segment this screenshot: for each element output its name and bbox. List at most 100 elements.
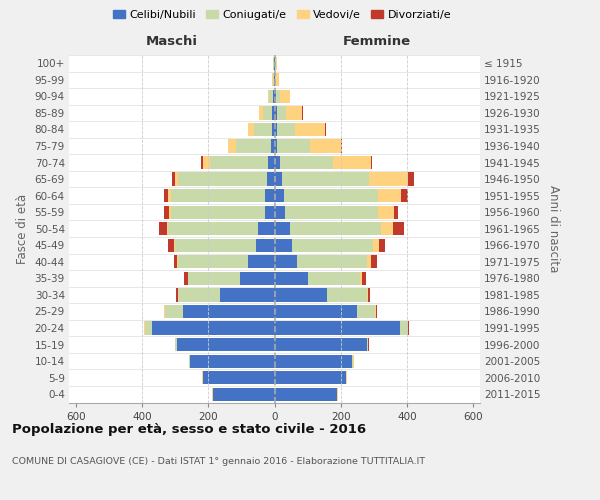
Bar	[408, 322, 409, 334]
Bar	[367, 288, 368, 302]
Bar	[268, 90, 269, 103]
Bar	[308, 272, 360, 285]
Bar	[275, 371, 346, 384]
Bar	[203, 371, 275, 384]
Bar	[256, 238, 275, 252]
Bar	[178, 288, 220, 302]
Bar	[367, 255, 371, 268]
Bar	[210, 156, 268, 169]
Bar	[254, 123, 272, 136]
Bar	[325, 123, 326, 136]
Bar	[276, 56, 277, 70]
Bar	[378, 189, 401, 202]
Bar	[267, 172, 275, 186]
Bar	[277, 123, 295, 136]
Bar	[275, 56, 276, 70]
Bar	[274, 73, 275, 86]
Bar	[275, 206, 285, 219]
Bar	[213, 388, 275, 401]
Bar	[176, 288, 178, 302]
Bar	[408, 172, 414, 186]
Bar	[295, 123, 325, 136]
Bar	[275, 288, 327, 302]
Bar	[275, 338, 367, 351]
Bar	[310, 140, 341, 152]
Bar	[286, 106, 302, 120]
Bar	[169, 206, 171, 219]
Bar	[272, 123, 275, 136]
Bar	[203, 156, 210, 169]
Y-axis label: Anni di nascita: Anni di nascita	[547, 185, 560, 272]
Legend: Celibi/Nubili, Coniugati/e, Vedovi/e, Divorziati/e: Celibi/Nubili, Coniugati/e, Vedovi/e, Di…	[108, 6, 456, 25]
Bar	[273, 90, 275, 103]
Bar	[269, 90, 273, 103]
Bar	[236, 140, 271, 152]
Bar	[277, 106, 286, 120]
Bar	[376, 305, 377, 318]
Bar	[171, 206, 265, 219]
Bar	[168, 238, 174, 252]
Bar	[360, 272, 362, 285]
Bar	[248, 123, 254, 136]
Bar	[341, 140, 342, 152]
Bar	[275, 238, 292, 252]
Bar	[271, 140, 275, 152]
Bar	[275, 106, 277, 120]
Bar	[275, 322, 400, 334]
Bar	[160, 222, 167, 235]
Bar	[178, 255, 248, 268]
Bar	[334, 156, 371, 169]
Bar	[371, 255, 377, 268]
Bar	[302, 106, 303, 120]
Bar	[275, 388, 337, 401]
Bar	[171, 189, 265, 202]
Bar	[275, 189, 284, 202]
Bar	[258, 222, 275, 235]
Bar	[393, 222, 404, 235]
Bar	[275, 272, 308, 285]
Text: Popolazione per età, sesso e stato civile - 2016: Popolazione per età, sesso e stato civil…	[12, 422, 366, 436]
Bar	[275, 90, 276, 103]
Bar	[292, 238, 373, 252]
Bar	[165, 305, 184, 318]
Bar	[275, 123, 277, 136]
Bar	[368, 172, 408, 186]
Bar	[201, 156, 203, 169]
Bar	[368, 288, 370, 302]
Bar	[174, 255, 178, 268]
Bar	[175, 172, 178, 186]
Bar	[220, 288, 275, 302]
Bar	[401, 189, 408, 202]
Bar	[275, 354, 352, 368]
Bar	[174, 238, 175, 252]
Bar	[285, 206, 378, 219]
Bar	[184, 305, 275, 318]
Bar	[272, 106, 275, 120]
Text: COMUNE DI CASAGIOVE (CE) - Dati ISTAT 1° gennaio 2016 - Elaborazione TUTTITALIA.: COMUNE DI CASAGIOVE (CE) - Dati ISTAT 1°…	[12, 458, 425, 466]
Bar	[145, 322, 152, 334]
Bar	[184, 272, 188, 285]
Bar	[272, 73, 273, 86]
Bar	[352, 354, 353, 368]
Bar	[275, 305, 356, 318]
Bar	[362, 272, 365, 285]
Bar	[282, 172, 368, 186]
Bar	[152, 322, 275, 334]
Bar	[290, 222, 380, 235]
Bar	[229, 140, 236, 152]
Bar	[280, 90, 290, 103]
Bar	[168, 189, 171, 202]
Bar	[327, 288, 367, 302]
Bar	[276, 73, 280, 86]
Bar	[394, 206, 398, 219]
Bar	[280, 156, 334, 169]
Bar	[277, 140, 310, 152]
Bar	[275, 172, 282, 186]
Bar	[175, 338, 177, 351]
Bar	[380, 222, 393, 235]
Bar	[373, 238, 379, 252]
Y-axis label: Fasce di età: Fasce di età	[16, 194, 29, 264]
Bar	[265, 206, 275, 219]
Bar	[268, 156, 275, 169]
Bar	[190, 354, 275, 368]
